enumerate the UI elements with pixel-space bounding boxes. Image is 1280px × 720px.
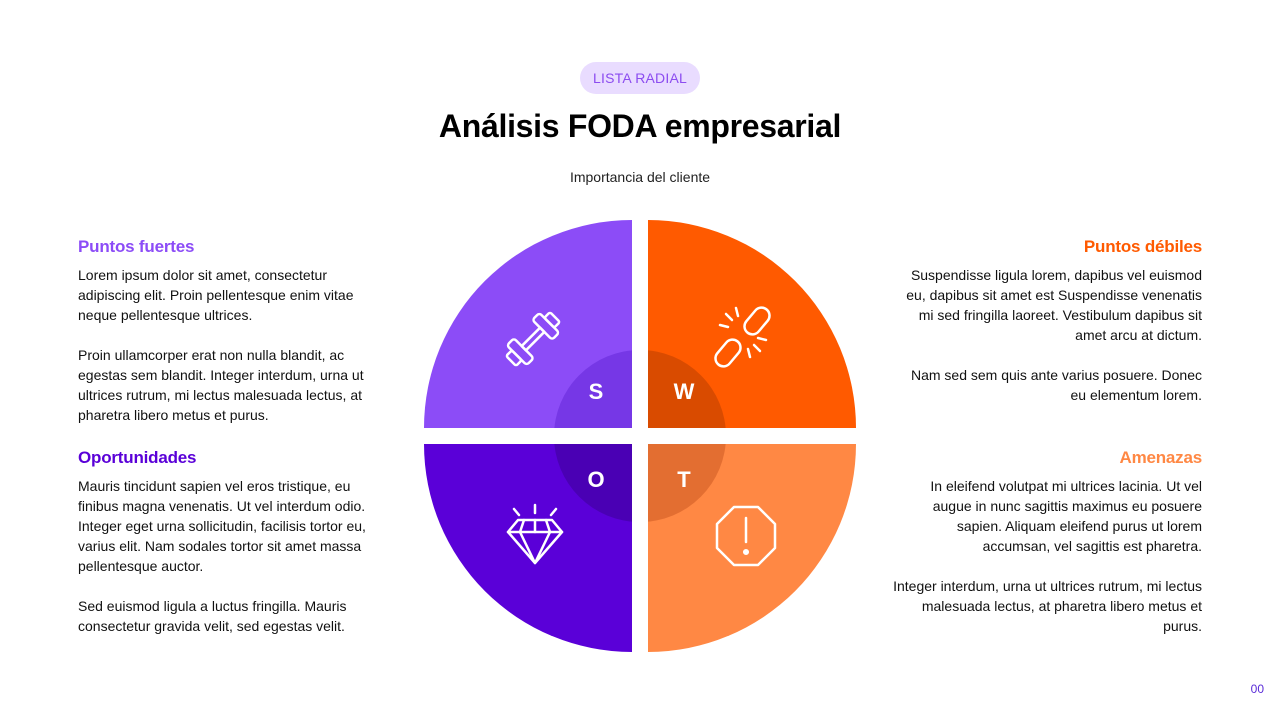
quadrant-letter-o: O [587, 467, 604, 492]
page-subtitle: Importancia del cliente [569, 169, 711, 185]
quadrant-weaknesses: W [648, 220, 856, 428]
dumbbell-icon [505, 311, 561, 367]
page-title: Análisis FODA empresarial [438, 108, 842, 144]
quadrant-letter-s: S [589, 379, 604, 404]
quadrant-letter-w: W [674, 379, 695, 404]
section-text-threats-1: In eleifend volutpat mi ultrices lacinia… [930, 478, 1202, 554]
section-text-opportunities-1: Mauris tincidunt sapien vel eros tristiq… [78, 478, 366, 574]
section-title-threats: Amenazas [1119, 448, 1203, 467]
page-number: 00 [1250, 682, 1264, 696]
quadrant-letter-t: T [677, 467, 691, 492]
broken-link-icon [714, 306, 771, 368]
warning-octagon-icon [715, 505, 777, 567]
section-text-strengths-1: Lorem ipsum dolor sit amet, consectetur … [78, 267, 354, 323]
section-title-strengths: Puntos fuertes [78, 237, 195, 256]
section-weaknesses: Puntos débiles Suspendisse ligula lorem,… [892, 237, 1202, 425]
section-text-weaknesses-2: Nam sed sem quis ante varius posuere. Do… [910, 367, 1202, 403]
section-badge: LISTA RADIAL [580, 62, 700, 94]
section-title-weaknesses: Puntos débiles [1083, 237, 1202, 256]
quadrant-threats: T [648, 444, 856, 652]
diamond-icon [506, 503, 564, 565]
section-text-strengths-2: Proin ullamcorper erat non nulla blandit… [78, 347, 364, 423]
section-text-opportunities-2: Sed euismod ligula a luctus fringilla. M… [78, 598, 347, 634]
quadrant-opportunities: O [424, 444, 632, 652]
section-strengths: Puntos fuertes Lorem ipsum dolor sit ame… [78, 237, 388, 445]
quadrant-strengths: S [424, 220, 632, 428]
section-title-opportunities: Oportunidades [78, 448, 197, 467]
section-threats: Amenazas In eleifend volutpat mi ultrice… [892, 448, 1202, 656]
section-text-weaknesses-1: Suspendisse ligula lorem, dapibus vel eu… [906, 267, 1202, 343]
section-text-threats-2: Integer interdum, urna ut ultrices rutru… [893, 578, 1202, 634]
section-opportunities: Oportunidades Mauris tincidunt sapien ve… [78, 448, 388, 656]
